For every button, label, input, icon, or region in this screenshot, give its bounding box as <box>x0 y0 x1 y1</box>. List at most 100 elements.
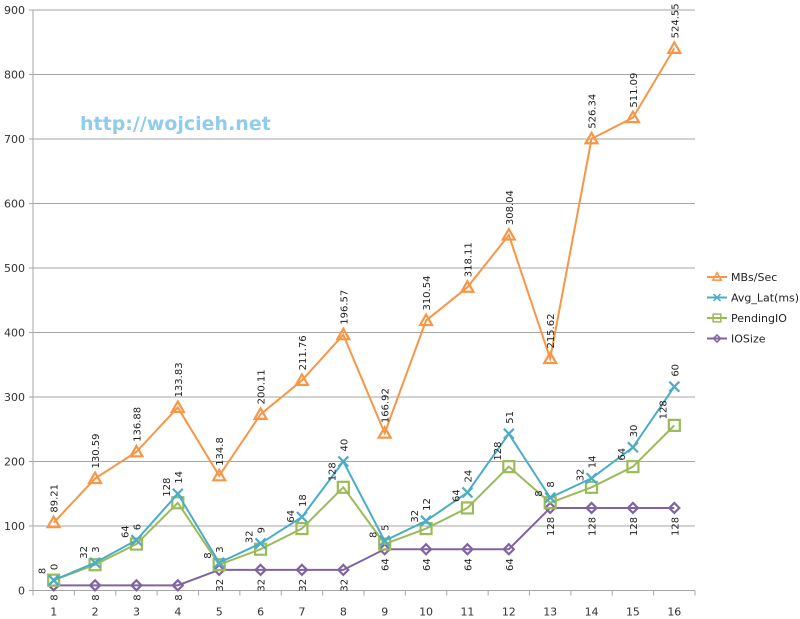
data-label-mbs-sec: 196.57 <box>339 290 350 325</box>
legend-item: MBs/Sec <box>707 271 777 284</box>
legend-item: PendingIO <box>707 312 787 325</box>
data-point-iosize <box>336 563 350 577</box>
data-point-avg-lat-ms <box>461 486 474 499</box>
series-line-mbs-sec <box>52 47 676 524</box>
data-label-mbs-sec: 133.83 <box>174 362 185 397</box>
data-label-mbs-sec: 136.88 <box>132 407 143 442</box>
data-label-avg-lat-ms: 40 <box>339 439 350 452</box>
y-tick-label: 900 <box>4 4 25 17</box>
legend-marker-diamond-icon <box>712 333 722 344</box>
x-tick-label: 6 <box>257 606 264 619</box>
data-label-pendingio: 8 <box>534 490 545 496</box>
data-point-mbs-sec <box>294 372 310 386</box>
data-label-mbs-sec: 215.62 <box>546 314 557 349</box>
legend-item: IOSize <box>707 333 766 346</box>
x-tick-label: 9 <box>381 606 388 619</box>
data-label-avg-lat-ms: 0 <box>50 564 61 570</box>
x-tick-label: 2 <box>92 606 99 619</box>
x-tick-label: 14 <box>585 606 599 619</box>
data-point-avg-lat-ms <box>296 511 308 523</box>
data-point-mbs-sec <box>583 130 600 145</box>
data-label-pendingio: 8 <box>369 532 380 538</box>
data-point-mbs-sec <box>500 226 517 241</box>
data-label-pendingio: 64 <box>286 510 297 523</box>
data-point-mbs-sec <box>418 312 434 327</box>
data-point-iosize <box>129 578 143 592</box>
data-point-mbs-sec <box>252 406 269 420</box>
series-layer <box>45 40 683 592</box>
data-label-avg-lat-ms: 6 <box>132 524 143 530</box>
data-label-mbs-sec: 511.09 <box>629 73 640 108</box>
x-tick-label: 3 <box>133 606 140 619</box>
data-label-pendingio: 32 <box>245 530 256 543</box>
data-point-iosize <box>254 563 268 577</box>
data-point-mbs-sec <box>459 279 476 293</box>
y-tick-label: 400 <box>4 327 25 340</box>
data-label-pendingio: 64 <box>617 448 628 461</box>
data-label-pendingio: 128 <box>658 400 669 419</box>
data-point-mbs-sec <box>376 424 393 439</box>
data-point-mbs-sec <box>211 467 228 482</box>
data-point-mbs-sec <box>169 399 186 414</box>
data-point-avg-lat-ms <box>47 574 60 586</box>
legend-marker-square-icon <box>712 313 722 323</box>
data-point-iosize <box>212 563 226 577</box>
x-tick-label: 12 <box>502 606 516 619</box>
data-label-iosize: 8 <box>132 594 143 600</box>
legend-marker <box>712 313 722 323</box>
data-point-avg-lat-ms <box>420 515 432 527</box>
data-point-avg-lat-ms <box>378 535 391 547</box>
data-point-avg-lat-ms <box>130 534 143 546</box>
data-point-pendingio <box>460 501 475 515</box>
legend-marker <box>712 293 722 302</box>
data-point-iosize <box>543 501 557 515</box>
data-point-avg-lat-ms <box>337 455 350 468</box>
x-tick-label: 1 <box>50 606 57 619</box>
data-point-iosize <box>171 578 185 592</box>
data-label-avg-lat-ms: 18 <box>298 494 309 507</box>
legend-label: MBs/Sec <box>731 271 777 284</box>
legend-marker <box>711 271 723 281</box>
y-tick-label: 500 <box>4 262 25 275</box>
data-label-mbs-sec: 89.21 <box>50 484 61 513</box>
data-point-mbs-sec <box>335 326 352 341</box>
y-tick-label: 600 <box>4 198 25 211</box>
data-point-pendingio <box>667 418 681 432</box>
legend-marker-x-icon <box>712 293 722 302</box>
legend-marker <box>712 333 722 344</box>
series-avg-lat-ms <box>47 380 681 586</box>
x-tick-label: 8 <box>340 606 347 619</box>
data-point-avg-lat-ms <box>89 556 101 569</box>
data-label-avg-lat-ms: 30 <box>629 425 640 438</box>
data-label-mbs-sec: 200.11 <box>257 369 268 404</box>
series-mbs-sec <box>45 40 683 529</box>
data-label-pendingio: 8 <box>38 568 49 574</box>
data-point-iosize <box>88 578 102 592</box>
x-tick-label: 5 <box>216 606 223 619</box>
data-label-iosize: 32 <box>215 579 226 592</box>
data-point-iosize <box>502 542 516 556</box>
data-label-iosize: 32 <box>257 579 268 592</box>
data-point-pendingio <box>47 573 61 587</box>
data-point-pendingio <box>419 521 433 536</box>
y-tick-label: 0 <box>18 585 25 598</box>
data-point-mbs-sec <box>45 514 62 529</box>
legend-label: Avg_Lat(ms) <box>731 292 799 305</box>
data-point-mbs-sec <box>128 443 145 458</box>
data-point-pendingio <box>212 558 226 572</box>
data-point-pendingio <box>626 460 640 474</box>
data-label-mbs-sec: 310.54 <box>422 276 433 311</box>
data-label-iosize: 128 <box>629 517 640 536</box>
data-point-iosize <box>460 542 474 556</box>
data-label-avg-lat-ms: 24 <box>463 470 474 483</box>
data-label-mbs-sec: 308.04 <box>505 190 516 225</box>
data-label-avg-lat-ms: 12 <box>422 498 433 511</box>
data-label-avg-lat-ms: 14 <box>174 471 185 484</box>
x-tick-label: 10 <box>419 606 433 619</box>
legend-item: Avg_Lat(ms) <box>707 292 799 305</box>
data-point-mbs-sec <box>666 40 683 54</box>
series-line-avg-lat-ms <box>53 386 676 582</box>
data-label-pendingio: 64 <box>120 525 131 538</box>
